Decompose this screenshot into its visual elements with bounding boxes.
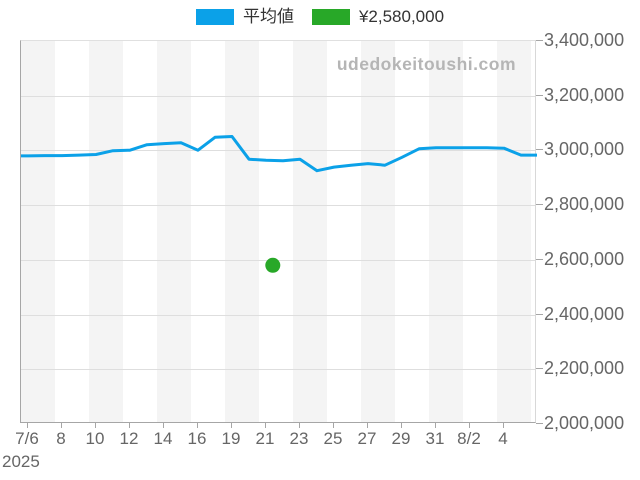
price-line-chart — [21, 135, 537, 273]
x-axis-tick — [401, 423, 402, 428]
y-axis-tick — [536, 258, 543, 260]
legend-label-average: 平均値 — [242, 7, 294, 26]
x-axis-label: 7/6 — [15, 429, 39, 448]
y-axis-label: 3,000,000 — [544, 139, 625, 160]
listing-price-point[interactable] — [265, 257, 281, 273]
legend-label-price: ¥2,580,000 — [358, 7, 445, 26]
x-axis-label: 19 — [221, 429, 241, 448]
x-axis-tick — [163, 423, 164, 428]
x-axis-tick — [61, 423, 62, 428]
chart-legend: 平均値 ¥2,580,000 — [0, 7, 640, 27]
y-axis-tick — [536, 40, 543, 41]
y-axis-label: 2,000,000 — [544, 413, 625, 433]
x-axis-label: 14 — [153, 429, 173, 448]
y-axis-tick — [536, 313, 543, 315]
legend-item-average[interactable]: 平均値 — [195, 7, 294, 27]
x-axis-label: 12 — [119, 429, 139, 448]
x-axis-tick — [503, 423, 504, 428]
y-axis-tick — [536, 368, 543, 370]
gridline — [21, 205, 535, 207]
watermark: udedokeitoushi.com — [336, 54, 516, 74]
x-axis-tick — [469, 423, 470, 428]
y-axis-tick — [536, 94, 543, 96]
y-axis-tick — [536, 204, 543, 206]
x-axis-tick — [129, 423, 130, 428]
x-axis-label: 25 — [323, 429, 343, 448]
x-axis-tick — [197, 423, 198, 428]
x-axis-label: 16 — [187, 429, 207, 448]
x-axis-label: 27 — [357, 429, 377, 448]
x-axis-label: 23 — [289, 429, 309, 448]
x-axis-label: 8/2 — [457, 429, 481, 448]
y-axis-label: 2,600,000 — [544, 248, 625, 269]
legend-swatch-average-icon — [195, 9, 234, 25]
x-axis-label: 4 — [498, 429, 508, 448]
x-axis-year-label: 2025 — [2, 452, 40, 471]
x-axis-tick — [333, 423, 334, 428]
x-axis-label: 8 — [56, 429, 66, 448]
x-axis-tick — [435, 423, 436, 428]
chart-plot-area: udedokeitoushi.com — [20, 40, 537, 423]
legend-swatch-price-icon — [311, 9, 350, 25]
x-axis-tick — [95, 423, 96, 428]
legend-item-price[interactable]: ¥2,580,000 — [311, 7, 445, 27]
x-axis-label: 29 — [391, 429, 411, 448]
x-axis-tick — [231, 423, 232, 428]
x-axis-tick — [27, 423, 28, 428]
y-axis-tick — [536, 149, 543, 151]
y-axis-tick — [536, 423, 543, 424]
x-axis-label: 31 — [425, 429, 445, 448]
gridline — [21, 314, 535, 316]
y-axis-label: 2,800,000 — [544, 194, 625, 215]
y-axis-label: 2,400,000 — [544, 303, 625, 324]
y-axis-label: 3,200,000 — [544, 84, 625, 105]
gridline — [21, 150, 535, 152]
x-axis-tick — [265, 423, 266, 428]
gridline — [21, 369, 535, 371]
average-price-line — [21, 135, 537, 173]
gridline — [21, 95, 535, 97]
x-axis-tick — [299, 423, 300, 428]
y-axis-label: 3,400,000 — [544, 30, 625, 50]
x-axis-tick — [367, 423, 368, 428]
x-axis-label: 21 — [255, 429, 275, 448]
x-axis-label: 10 — [85, 429, 105, 448]
y-axis-label: 2,200,000 — [544, 358, 625, 379]
